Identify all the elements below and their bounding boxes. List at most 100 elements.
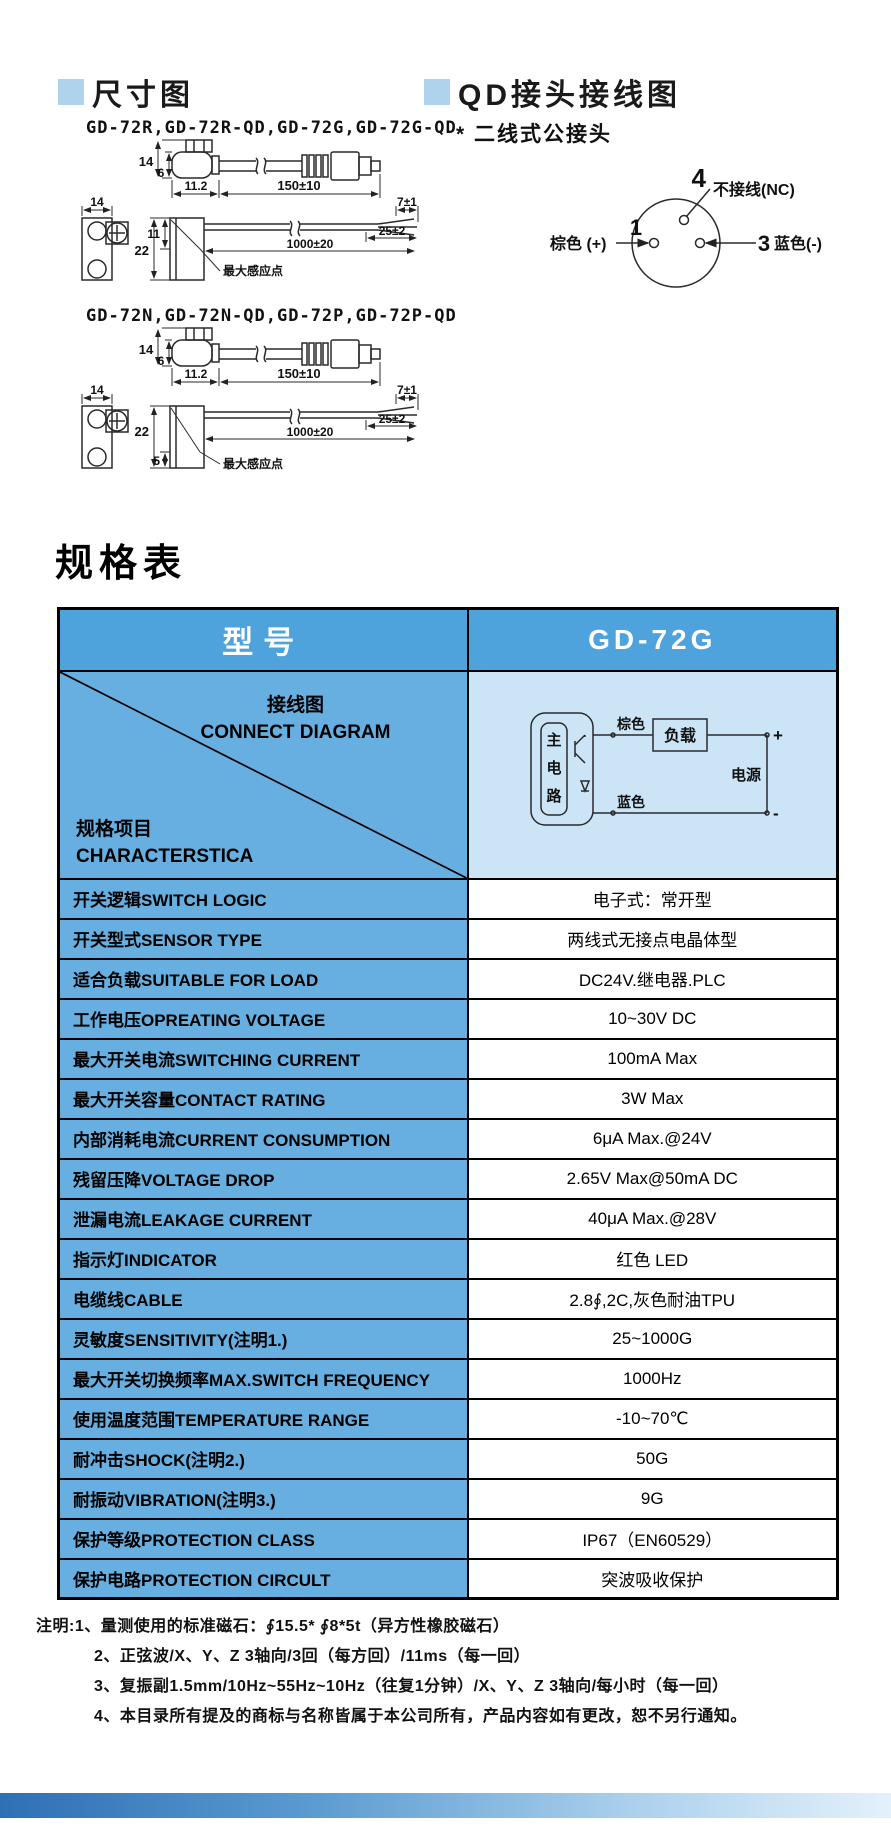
- spec-value: 100mA Max: [466, 1037, 839, 1080]
- spec-label: 耐冲击SHOCK(注明2.): [57, 1437, 469, 1480]
- pin3-number: 3: [758, 231, 770, 256]
- pin3-label: 蓝色(-): [774, 234, 822, 253]
- spec-label: 残留压降VOLTAGE DROP: [57, 1157, 469, 1200]
- spec-label: 保护等级PROTECTION CLASS: [57, 1517, 469, 1560]
- spec-value: 3W Max: [466, 1077, 839, 1120]
- spec-value: 50G: [466, 1437, 839, 1480]
- pin-3: [694, 237, 706, 249]
- spec-value: 电子式：常开型: [466, 877, 839, 920]
- load-label: 负载: [664, 726, 696, 745]
- table-row: 指示灯INDICATOR 红色 LED: [57, 1237, 839, 1280]
- spec-label: 使用温度范围TEMPERATURE RANGE: [57, 1397, 469, 1440]
- spec-value: 9G: [466, 1477, 839, 1520]
- spec-value: 2.65V Max@50mA DC: [466, 1157, 839, 1200]
- group2-top-view: 14 6 11.2 150±10: [139, 327, 381, 386]
- wiring-diagram-cell: 主 电 路 棕色 负载 +: [466, 669, 839, 880]
- characteristics-label: 规格项目 CHARACTERSTICA: [76, 816, 253, 870]
- dim-body-length: 11.2: [185, 179, 208, 193]
- dim-wire-tip: 7±1: [397, 383, 417, 397]
- dim-cable-length: 1000±20: [287, 425, 334, 439]
- characteristics-en: CHARACTERSTICA: [76, 845, 254, 867]
- spec-value: 6μA Max.@24V: [466, 1117, 839, 1160]
- dimension-section-title-text: 尺寸图: [92, 79, 194, 112]
- max-sense-point-label: 最大感应点: [223, 263, 283, 278]
- spec-label: 适合负载SUITABLE FOR LOAD: [57, 957, 469, 1000]
- table-row: 最大开关切换频率MAX.SWITCH FREQUENCY 1000Hz: [57, 1357, 839, 1400]
- spec-value: 突波吸收保护: [466, 1557, 839, 1600]
- group1-top-view: 14 6 11.2 150±10: [139, 139, 381, 198]
- dim-total-height: 14: [139, 154, 154, 169]
- spec-label: 工作电压OPREATING VOLTAGE: [57, 997, 469, 1040]
- table-header-row: 型号 GD-72G: [57, 607, 839, 672]
- note-line-2: 2、正弦波/X、Y、Z 3轴向/3回（每方回）/11ms（每一回）: [94, 1648, 531, 1665]
- spec-value: 2.8∮,2C,灰色耐油TPU: [466, 1277, 839, 1320]
- pin1-number: 1: [630, 215, 642, 240]
- characteristics-cn: 规格项目: [76, 818, 153, 840]
- table-row: 内部消耗电流CURRENT CONSUMPTION 6μA Max.@24V: [57, 1117, 839, 1160]
- dim-wire-strip: 25±2: [379, 412, 406, 426]
- brown-wire-label: 棕色: [616, 716, 645, 732]
- table-row: 泄漏电流LEAKAGE CURRENT 40μA Max.@28V: [57, 1197, 839, 1240]
- note-line-4: 4、本目录所有提及的商标与名称皆属于本公司所有，产品内容如有更改，恕不另行通知。: [94, 1708, 747, 1725]
- power-minus: -: [773, 804, 779, 823]
- pin4-label: 不接线(NC): [713, 180, 795, 199]
- table-row: 使用温度范围TEMPERATURE RANGE -10~70℃: [57, 1397, 839, 1440]
- dim-front-width: 14: [90, 195, 104, 209]
- dim-wire-strip: 25±2: [379, 224, 406, 238]
- dim-body-length: 11.2: [185, 367, 208, 381]
- table-row: 耐冲击SHOCK(注明2.) 50G: [57, 1437, 839, 1480]
- footer-gradient-bar: [0, 1793, 891, 1818]
- qd-section-title-text: QD接头接线图: [458, 79, 681, 112]
- model-list-2: GD-72N,GD-72N-QD,GD-72P,GD-72P-QD: [86, 306, 457, 326]
- dimension-drawing-group1: 14 6 11.2 150±10 14 最大感应点 7±1 25±2 1000±…: [81, 139, 419, 281]
- connect-diagram-en: CONNECT DIAGRAM: [200, 721, 391, 743]
- table-row: 保护电路PROTECTION CIRCULT 突波吸收保护: [57, 1557, 839, 1600]
- spec-value: 25~1000G: [466, 1317, 839, 1360]
- dim-wire-tip: 7±1: [397, 195, 417, 209]
- connect-diagram-label: 接线图 CONNECT DIAGRAM: [178, 692, 413, 746]
- spec-label: 电缆线CABLE: [57, 1277, 469, 1320]
- table-row: 开关型式SENSOR TYPE 两线式无接点电晶体型: [57, 917, 839, 960]
- transistor-symbol: [574, 734, 591, 794]
- spec-value: 红色 LED: [466, 1237, 839, 1280]
- notes-block: 注明:1、量测使用的标准磁石：∮15.5* ∮8*5t（异方性橡胶磁石） 2、正…: [36, 1612, 876, 1732]
- main-circuit-char3: 路: [547, 787, 563, 805]
- power-plus: +: [773, 726, 783, 745]
- model-list-1: GD-72R,GD-72R-QD,GD-72G,GD-72G-QD: [86, 118, 457, 138]
- dim-total-height: 14: [139, 342, 154, 357]
- spec-label: 最大开关切换频率MAX.SWITCH FREQUENCY: [57, 1357, 469, 1400]
- note-line-1: 注明:1、量测使用的标准磁石：∮15.5* ∮8*5t（异方性橡胶磁石）: [36, 1618, 510, 1635]
- dim-body-height: 6: [158, 354, 165, 368]
- pin4-number: 4: [692, 165, 707, 193]
- table-row: 保护等级PROTECTION CLASS IP67（EN60529）: [57, 1517, 839, 1560]
- diagram-row: 接线图 CONNECT DIAGRAM 规格项目 CHARACTERSTICA …: [57, 669, 839, 880]
- main-circuit-char1: 主: [547, 731, 562, 749]
- diagonal-header-cell: 接线图 CONNECT DIAGRAM 规格项目 CHARACTERSTICA: [57, 669, 469, 880]
- max-sense-point-label: 最大感应点: [223, 456, 283, 471]
- pin-4: [678, 214, 690, 226]
- spec-label: 保护电路PROTECTION CIRCULT: [57, 1557, 469, 1600]
- diagonal-divider-line: [60, 672, 467, 878]
- table-row: 开关逻辑SWITCH LOGIC 电子式：常开型: [57, 877, 839, 920]
- spec-value: 40μA Max.@28V: [466, 1197, 839, 1240]
- main-circuit-char2: 电: [547, 759, 562, 777]
- table-row: 电缆线CABLE 2.8∮,2C,灰色耐油TPU: [57, 1277, 839, 1320]
- pin1-label: 棕色 (+): [550, 234, 606, 253]
- spec-label: 耐振动VIBRATION(注明3.): [57, 1477, 469, 1520]
- spec-label: 开关逻辑SWITCH LOGIC: [57, 877, 469, 920]
- dim-cable-length: 1000±20: [287, 237, 334, 251]
- dim-inner: 5: [153, 454, 160, 468]
- group1-side-view: 14 最大感应点 7±1 25±2 1000±20 11 22: [81, 195, 419, 281]
- group2-side-view: 14 最大感应点 7±1 25±2 1000±20 22 5: [81, 383, 419, 471]
- table-row: 最大开关容量CONTACT RATING 3W Max: [57, 1077, 839, 1120]
- spec-section-title: 规格表: [55, 543, 188, 585]
- wiring-diagram: 主 电 路 棕色 负载 +: [530, 712, 783, 826]
- note-line-3: 3、复振副1.5mm/10Hz~55Hz~10Hz（往复1分钟）/X、Y、Z 3…: [94, 1678, 729, 1695]
- spec-table: 型号 GD-72G 接线图 CONNECT DIAGRAM 规格项目 CHARA…: [57, 607, 839, 1600]
- spec-value: -10~70℃: [466, 1397, 839, 1440]
- table-row: 工作电压OPREATING VOLTAGE 10~30V DC: [57, 997, 839, 1040]
- pin-1: [648, 237, 660, 249]
- dimension-section-title: 尺寸图: [58, 70, 194, 114]
- dim-body-height: 6: [158, 166, 165, 180]
- table-row: 适合负载SUITABLE FOR LOAD DC24V.继电器.PLC: [57, 957, 839, 1000]
